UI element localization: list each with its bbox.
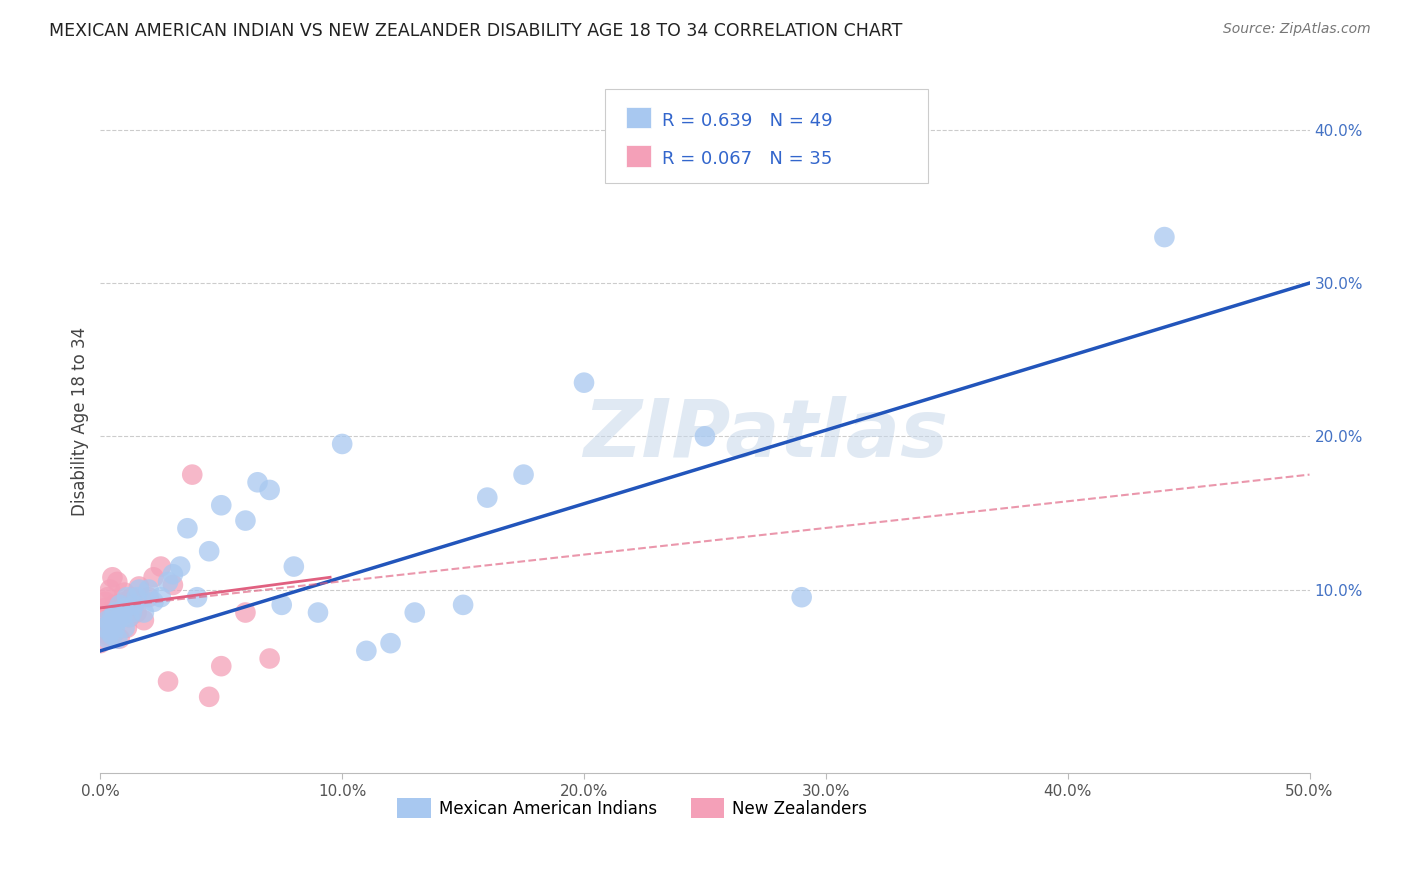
Point (97, 613, 120, 627)
Text: MEXICAN AMERICAN INDIAN VS NEW ZEALANDER DISABILITY AGE 18 TO 34 CORRELATION CHA: MEXICAN AMERICAN INDIAN VS NEW ZEALANDER… (49, 22, 903, 40)
Point (235, 606, 257, 620)
Point (259, 651, 281, 665)
Point (125, 606, 148, 620)
Point (118, 610, 141, 624)
Point (111, 610, 134, 624)
Point (270, 598, 292, 612)
Point (94, 601, 117, 615)
Text: R = 0.067   N = 35: R = 0.067 N = 35 (662, 150, 832, 168)
Point (162, 578, 184, 592)
Point (149, 559, 172, 574)
Point (209, 659, 232, 673)
Point (451, 598, 474, 612)
Point (105, 613, 128, 627)
Point (97, 591, 120, 605)
Point (98, 616, 121, 631)
Point (104, 598, 127, 612)
Point (122, 598, 145, 612)
Point (104, 625, 127, 640)
Point (91, 621, 114, 635)
Point (149, 591, 172, 605)
Point (121, 606, 143, 620)
Point (512, 467, 534, 482)
Point (259, 483, 281, 497)
Point (169, 559, 191, 574)
Point (91, 613, 114, 627)
Point (181, 467, 204, 482)
Point (157, 574, 180, 589)
Point (115, 591, 138, 605)
Point (118, 610, 141, 624)
Point (246, 475, 269, 490)
Point (108, 632, 131, 646)
Point (114, 621, 136, 635)
Point (104, 621, 127, 635)
Point (235, 514, 257, 528)
Point (138, 582, 160, 597)
Point (101, 570, 124, 584)
Point (356, 644, 378, 658)
Text: Source: ZipAtlas.com: Source: ZipAtlas.com (1223, 22, 1371, 37)
Point (572, 376, 595, 390)
Point (115, 621, 138, 635)
Point (132, 606, 155, 620)
Point (98, 582, 121, 597)
Point (142, 570, 165, 584)
Point (101, 628, 124, 642)
Point (94, 621, 117, 635)
Point (404, 606, 426, 620)
Point (162, 567, 184, 582)
Point (101, 610, 124, 624)
Point (128, 579, 150, 593)
Point (380, 636, 402, 650)
Point (330, 437, 353, 451)
Point (105, 632, 128, 646)
Point (198, 690, 221, 704)
Point (186, 591, 208, 605)
Point (97, 628, 120, 642)
Point (142, 595, 165, 609)
Text: ZIPatlas: ZIPatlas (583, 396, 948, 474)
Point (104, 606, 127, 620)
Point (98, 616, 121, 631)
Point (114, 601, 136, 615)
Point (477, 491, 499, 505)
Point (108, 598, 131, 612)
Point (138, 591, 160, 605)
Point (125, 591, 148, 605)
Point (114, 595, 136, 609)
Point (283, 559, 305, 574)
Point (790, 591, 813, 605)
Y-axis label: Disability Age 18 to 34: Disability Age 18 to 34 (72, 326, 89, 516)
Point (114, 585, 136, 599)
Point (89, 636, 111, 650)
Point (1153, 230, 1175, 244)
Point (111, 601, 134, 615)
Point (97, 632, 120, 646)
Point (132, 613, 155, 627)
Point (101, 606, 124, 620)
Point (105, 610, 128, 624)
Point (98, 625, 121, 640)
Point (209, 498, 232, 512)
Point (157, 674, 180, 689)
Point (307, 606, 329, 620)
Point (94, 595, 117, 609)
Point (121, 591, 143, 605)
Point (176, 521, 198, 535)
Legend: Mexican American Indians, New Zealanders: Mexican American Indians, New Zealanders (391, 791, 875, 825)
Text: R = 0.639   N = 49: R = 0.639 N = 49 (662, 112, 832, 129)
Point (128, 582, 150, 597)
Point (693, 429, 716, 443)
Point (198, 544, 221, 558)
Point (105, 574, 128, 589)
